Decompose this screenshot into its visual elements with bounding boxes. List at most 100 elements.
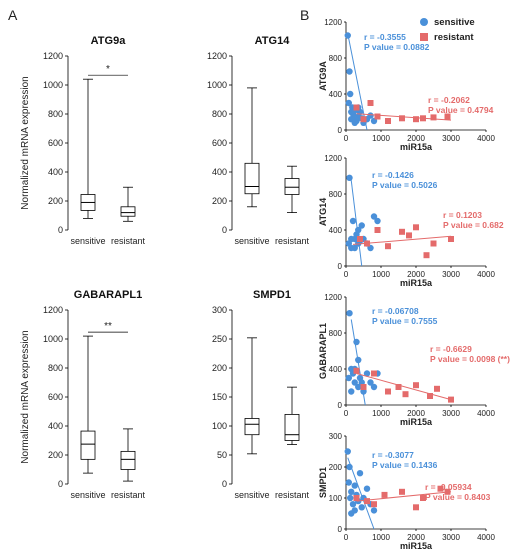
scatter-atg9a: 0 400 800 1200 0 1000 2000 3000 4000 ATG9A miR15a r…	[318, 18, 495, 152]
point-sensitive	[345, 374, 352, 382]
legend-marker-sensitive	[420, 18, 428, 26]
point-resistant	[399, 488, 405, 495]
y-tick-label: 1000	[207, 80, 227, 90]
x-tick-label: 2000	[407, 270, 425, 279]
point-resistant	[353, 104, 360, 111]
y-tick-label: 200	[329, 463, 343, 472]
legend-label-sensitive: sensitive	[434, 17, 475, 28]
y-tick-label: 0	[338, 525, 343, 534]
x-category-label: resistant	[111, 236, 146, 246]
point-resistant	[430, 114, 437, 121]
point-sensitive	[349, 501, 357, 508]
y-tick-label: 800	[212, 109, 227, 119]
point-resistant	[364, 498, 370, 505]
stat-r-value: r = -0.05934	[425, 482, 472, 492]
point-sensitive	[347, 494, 354, 502]
point-sensitive	[370, 213, 378, 220]
stat-r-value: r = 0.1203	[443, 210, 482, 220]
iqr-box	[244, 418, 260, 436]
y-tick-label: 400	[48, 421, 63, 431]
point-sensitive	[351, 235, 358, 243]
chart-title: GABARAPL1	[74, 289, 142, 301]
y-tick-label: 800	[329, 190, 343, 199]
y-tick-label: 1200	[324, 154, 342, 163]
y-tick-label: 800	[329, 54, 343, 63]
point-resistant	[381, 491, 388, 498]
point-resistant	[353, 367, 360, 374]
y-tick-label: 100	[212, 421, 227, 431]
y-tick-label: 400	[48, 167, 63, 177]
point-sensitive	[363, 370, 371, 377]
stat-r-value: r = -0.6629	[430, 344, 472, 354]
point-sensitive	[348, 510, 355, 517]
point-sensitive	[349, 217, 357, 225]
point-sensitive	[346, 310, 353, 317]
point-resistant	[360, 384, 367, 390]
regression-line	[347, 457, 375, 530]
point-resistant	[385, 388, 391, 395]
x-axis-label: miR15a	[400, 541, 433, 550]
iqr-box	[120, 450, 136, 470]
iqr-box	[284, 413, 300, 441]
point-sensitive	[344, 448, 351, 455]
y-tick-label: 800	[329, 329, 343, 338]
x-tick-label: 4000	[477, 409, 495, 418]
point-sensitive	[363, 485, 371, 492]
y-tick-label: 1200	[324, 18, 342, 27]
y-axis-label: Normalized mRNA expression	[20, 76, 31, 209]
box-resistant	[120, 428, 136, 482]
point-resistant	[399, 228, 405, 235]
y-tick-label: 1200	[207, 51, 227, 61]
box-resistant	[120, 186, 136, 222]
stat-p-value: P value = 0.7555	[372, 316, 438, 326]
iqr-box	[284, 178, 300, 195]
point-resistant	[423, 252, 430, 259]
x-tick-label: 2000	[407, 533, 425, 542]
y-tick-label: 1200	[43, 305, 63, 315]
x-tick-label: 4000	[477, 134, 495, 143]
y-axis-label: Normalized mRNA expression	[20, 330, 31, 463]
boxplot-smpd1: SMPD1 0 50 100 150 200 250 300 sensitive resistan…	[212, 289, 310, 500]
legend-marker-resistant	[420, 33, 428, 41]
y-tick-label: 0	[222, 479, 227, 489]
x-tick-label: 0	[344, 409, 349, 418]
y-axis-label: ATG9A	[318, 61, 328, 91]
x-axis-label: miR15a	[400, 142, 433, 152]
y-tick-label: 100	[329, 494, 343, 503]
stat-r-value: r = -0.1426	[372, 170, 414, 180]
y-tick-label: 1200	[324, 293, 342, 302]
point-sensitive	[356, 470, 364, 477]
iqr-box	[244, 162, 260, 195]
stat-p-value: P value = 0.0882	[364, 42, 430, 52]
significance-marker: *	[106, 64, 110, 75]
y-tick-label: 600	[48, 392, 63, 402]
y-tick-label: 250	[212, 334, 227, 344]
x-axis-label: miR15a	[400, 417, 433, 427]
point-sensitive	[358, 504, 365, 511]
point-sensitive	[367, 379, 374, 386]
x-tick-label: 3000	[442, 409, 460, 418]
point-resistant	[353, 495, 360, 501]
x-tick-label: 1000	[372, 270, 390, 279]
point-sensitive	[346, 68, 353, 75]
box-sensitive	[244, 87, 260, 208]
point-resistant	[444, 113, 451, 120]
x-axis-label: miR15a	[400, 278, 433, 288]
point-resistant	[399, 115, 405, 122]
legend-label-resistant: resistant	[434, 32, 474, 43]
point-sensitive	[346, 174, 353, 181]
x-tick-label: 3000	[442, 270, 460, 279]
significance-marker: **	[104, 321, 112, 332]
scatter-atg14: 0 400 800 1200 0 1000 2000 3000 4000 ATG14 miR15a r…	[318, 154, 504, 288]
point-resistant	[434, 385, 440, 392]
y-tick-label: 600	[48, 138, 63, 148]
x-category-label: sensitive	[234, 236, 269, 246]
y-tick-label: 800	[48, 363, 63, 373]
point-sensitive	[358, 222, 365, 229]
point-sensitive	[348, 388, 355, 395]
stat-r-value: r = -0.3077	[372, 450, 414, 460]
point-resistant	[427, 393, 433, 399]
